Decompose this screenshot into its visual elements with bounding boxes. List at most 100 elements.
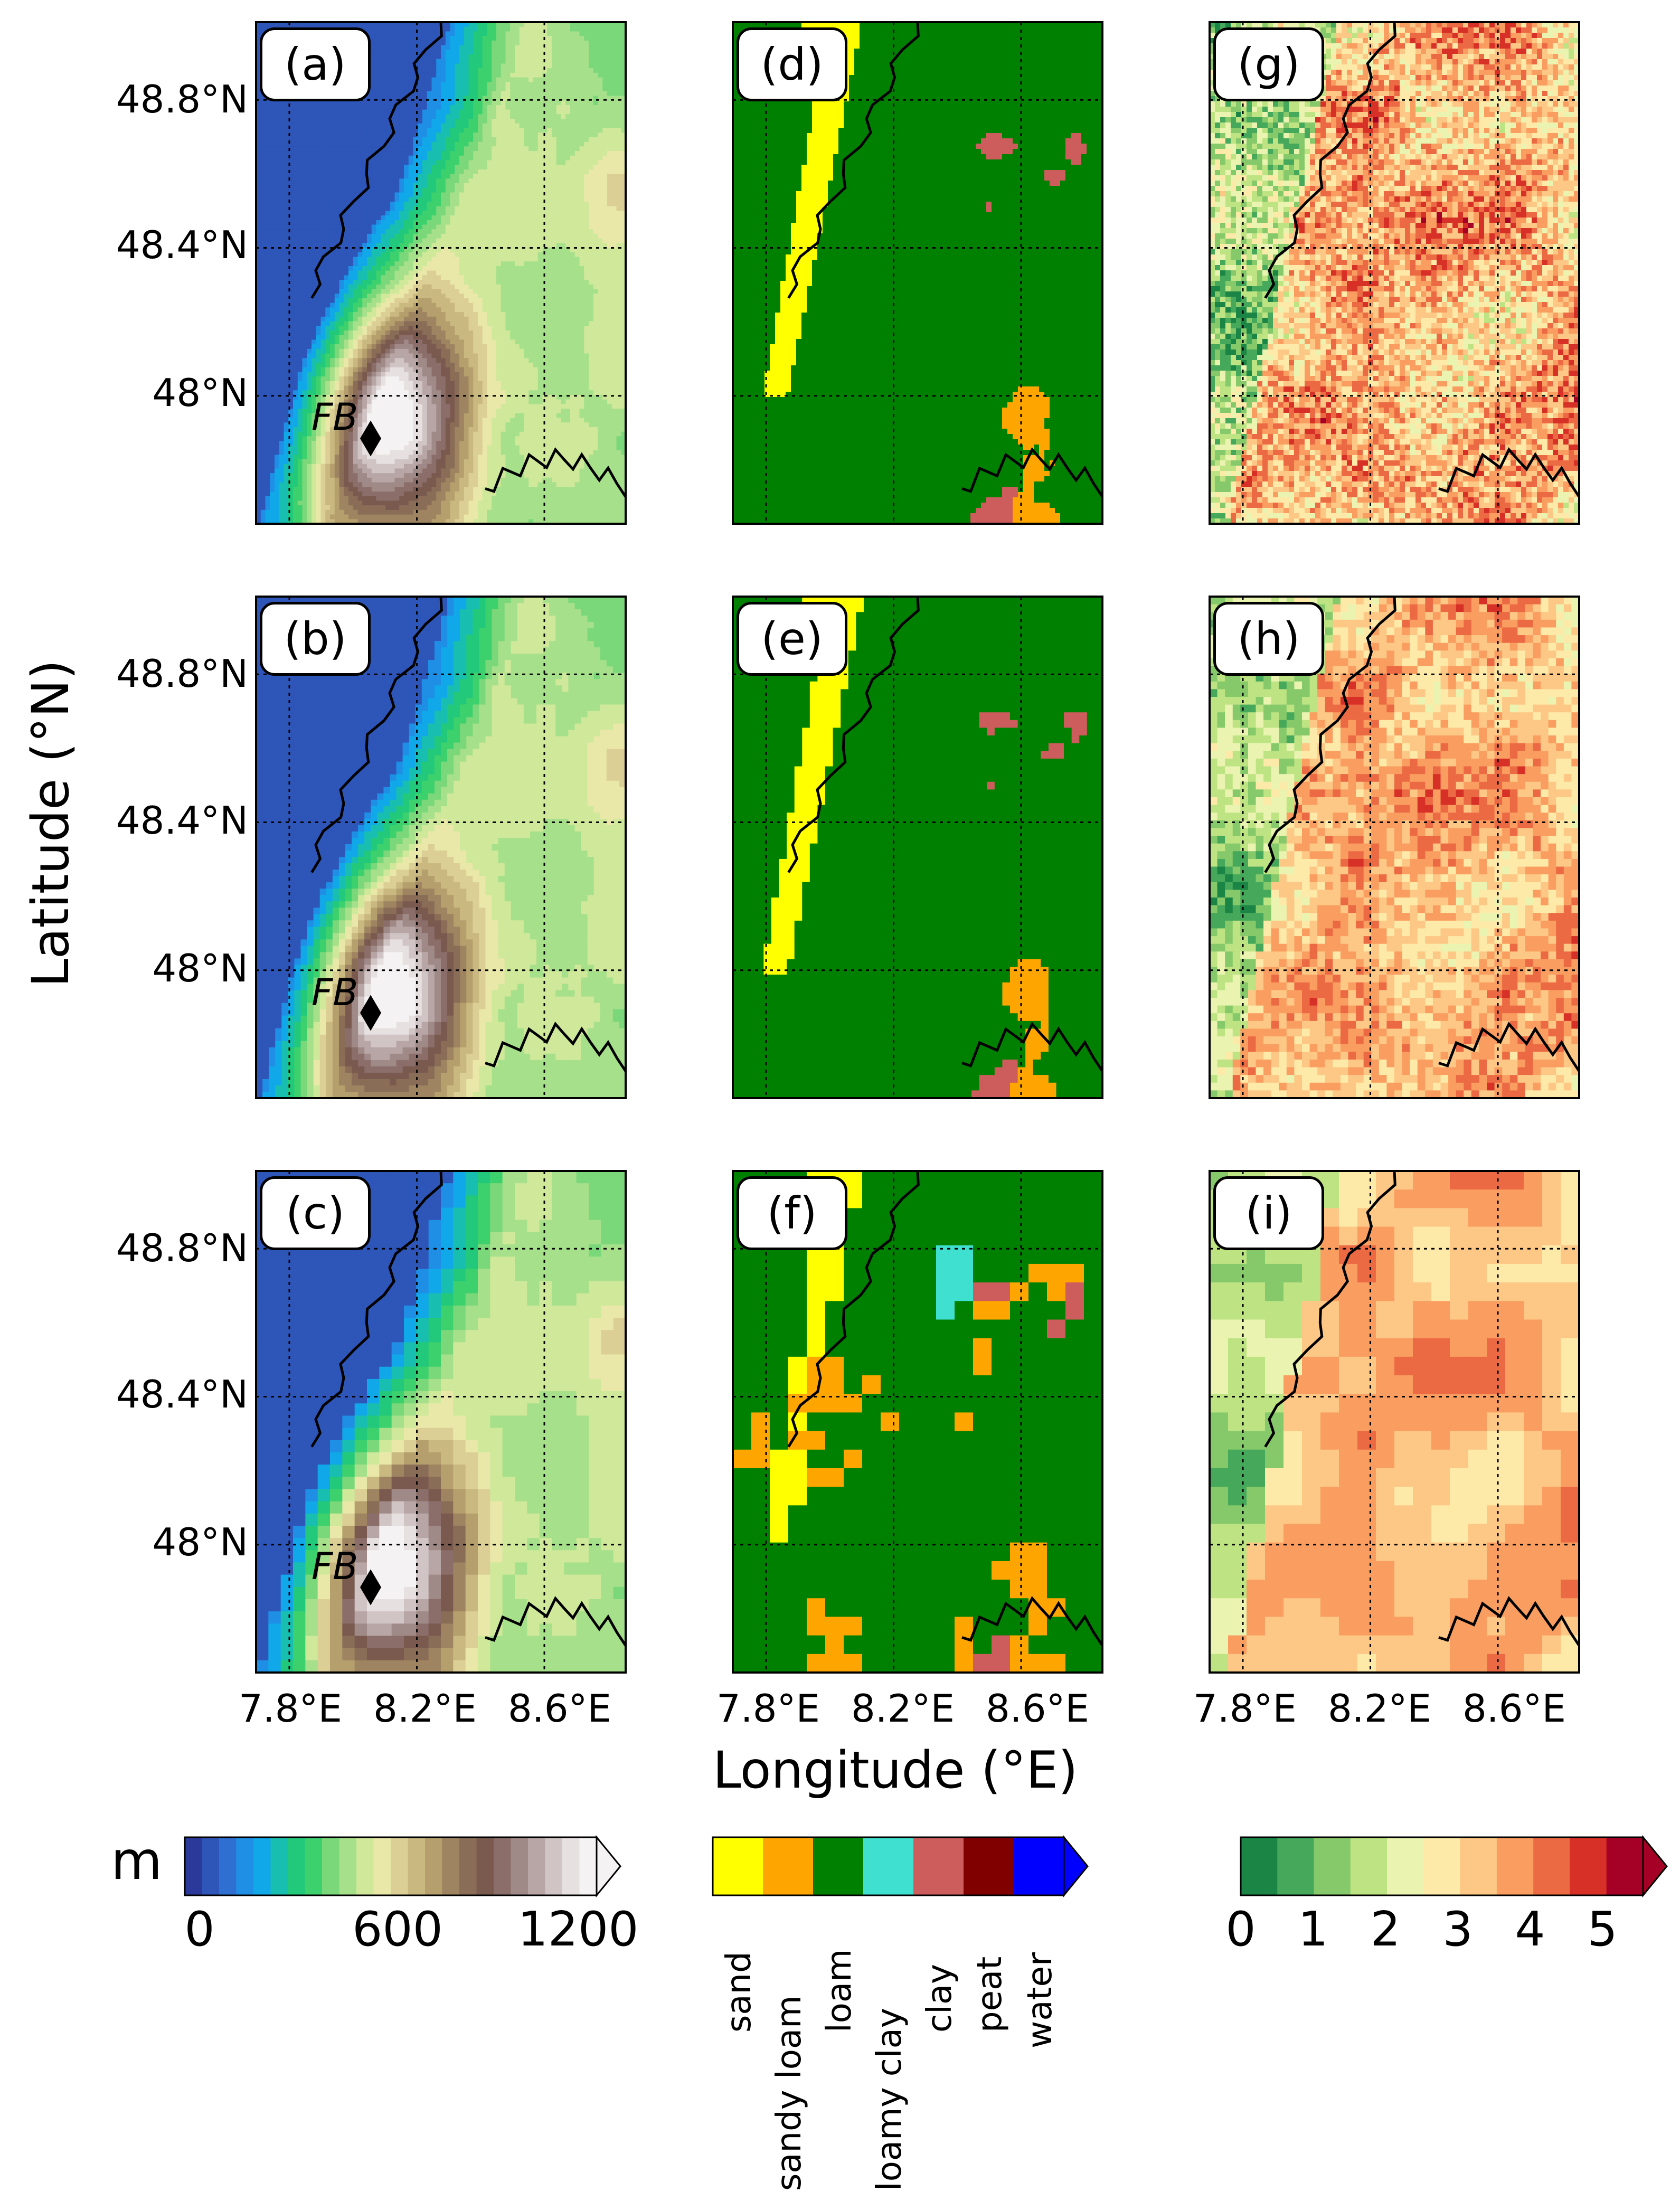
country-border-line — [1438, 1022, 1579, 1072]
soil-colorbar-swatch — [1014, 1837, 1064, 1895]
lon-tick: 7.8°E — [1176, 1689, 1314, 1727]
elevation-colorbar-swatch — [579, 1837, 597, 1895]
lat-tick: 48°N — [90, 374, 248, 412]
elevation-colorbar-swatch — [305, 1837, 323, 1895]
elevation-tick: 0 — [168, 1906, 231, 1953]
map-elevation — [256, 597, 626, 1098]
country-border-line — [961, 447, 1102, 498]
lat-tick: 48°N — [90, 1523, 248, 1561]
elevation-tick: 1200 — [509, 1906, 647, 1953]
index-tick: 0 — [1220, 1906, 1262, 1953]
soil-colorbar-swatch — [863, 1837, 914, 1895]
elevation-unit: m — [111, 1835, 162, 1887]
river-border-line — [310, 597, 443, 873]
elevation-colorbar-swatch — [408, 1837, 426, 1895]
soil-class-label: loamy clay — [870, 2008, 909, 2191]
lat-tick: 48.8°N — [90, 80, 248, 118]
map-panels — [255, 21, 1580, 1674]
index-colorbar-swatch — [1314, 1837, 1351, 1895]
lon-tick: 8.6°E — [1446, 1689, 1583, 1727]
index-tick: 4 — [1509, 1906, 1551, 1953]
river-border-line — [310, 1171, 443, 1448]
lat-tick: 48.8°N — [90, 655, 248, 693]
index-colorbar-swatch — [1387, 1837, 1424, 1895]
panel-frame — [732, 21, 1103, 525]
elevation-colorbar-swatch — [545, 1837, 563, 1895]
lat-tick: 48.4°N — [90, 226, 248, 264]
index-colorbar-swatch — [1533, 1837, 1570, 1895]
panel-frame — [255, 1170, 627, 1674]
panel-tag: (e) — [737, 602, 847, 676]
index-tick: 3 — [1437, 1906, 1479, 1953]
soil-class-label: clay — [920, 1964, 959, 2033]
index-colorbar-swatch — [1606, 1837, 1644, 1895]
country-border-line — [485, 1022, 626, 1072]
site-marker-diamond — [360, 420, 381, 457]
country-border-line — [485, 1596, 626, 1647]
elevation-colorbar-swatch — [270, 1837, 288, 1895]
river-border-line — [787, 1171, 920, 1448]
colorbars — [184, 1835, 1668, 1898]
country-border-line — [961, 1596, 1102, 1647]
river-border-line — [310, 22, 443, 299]
panel-tag: (f) — [737, 1176, 847, 1250]
elevation-colorbar-swatch — [185, 1837, 202, 1895]
index-colorbar-swatch — [1423, 1837, 1461, 1895]
soil-class-label: water — [1021, 1952, 1060, 2048]
lat-tick: 48.8°N — [90, 1229, 248, 1267]
elevation-colorbar-swatch — [202, 1837, 220, 1895]
y-axis-title: Latitude (°N) — [21, 660, 80, 987]
elevation-colorbar-swatch — [322, 1837, 339, 1895]
lat-tick: 48.4°N — [90, 1375, 248, 1413]
soil-class-label: sand — [720, 1951, 759, 2033]
elevation-colorbar-swatch — [528, 1837, 545, 1895]
site-marker-diamond — [360, 1569, 381, 1605]
panel-tag: (i) — [1213, 1176, 1324, 1250]
lon-tick: 8.6°E — [491, 1689, 628, 1727]
site-label: FB — [312, 1548, 358, 1585]
country-border-line — [961, 1022, 1102, 1072]
country-border-line — [1438, 1596, 1579, 1647]
country-border-line — [485, 447, 626, 498]
elevation-colorbar-swatch — [356, 1837, 374, 1895]
map-soil — [733, 597, 1102, 1098]
elevation-colorbar-swatch — [219, 1837, 237, 1895]
site-label: FB — [312, 974, 358, 1011]
lat-tick: 48.4°N — [90, 801, 248, 839]
index-colorbar — [1240, 1835, 1668, 1898]
soil-colorbar-swatch — [813, 1837, 864, 1895]
lon-tick: 7.8°E — [222, 1689, 359, 1727]
soil-colorbar — [712, 1835, 1089, 1898]
map-index — [1210, 22, 1579, 524]
elevation-colorbar-swatch — [253, 1837, 271, 1895]
elevation-colorbar-swatch — [494, 1837, 511, 1895]
panel-tag: (c) — [260, 1176, 371, 1250]
elevation-colorbar-swatch — [476, 1837, 494, 1895]
elevation-colorbar-swatch — [562, 1837, 580, 1895]
elevation-colorbar-swatch — [236, 1837, 254, 1895]
site-label: FB — [312, 399, 358, 436]
elevation-colorbar-swatch — [391, 1837, 408, 1895]
site-marker-diamond — [360, 995, 381, 1031]
lon-tick: 8.2°E — [356, 1689, 494, 1727]
panel-frame — [1209, 21, 1580, 525]
elevation-colorbar-swatch — [288, 1837, 305, 1895]
river-border-line — [1264, 597, 1396, 873]
panel-tag: (h) — [1213, 602, 1324, 676]
lon-tick: 7.8°E — [700, 1689, 837, 1727]
elevation-colorbar-swatch — [373, 1837, 391, 1895]
soil-colorbar-swatch — [913, 1837, 964, 1895]
map-index — [1210, 597, 1579, 1098]
map-index — [1210, 1171, 1579, 1673]
lat-tick: 48°N — [90, 949, 248, 987]
river-border-line — [787, 22, 920, 299]
panel-tag: (d) — [737, 27, 847, 101]
elevation-colorbar-swatch — [442, 1837, 460, 1895]
river-border-line — [787, 597, 920, 873]
soil-colorbar-swatch — [713, 1837, 763, 1895]
panel-tag: (a) — [260, 27, 371, 101]
river-border-line — [1264, 1171, 1396, 1448]
index-colorbar-swatch — [1496, 1837, 1534, 1895]
lon-tick: 8.2°E — [834, 1689, 971, 1727]
